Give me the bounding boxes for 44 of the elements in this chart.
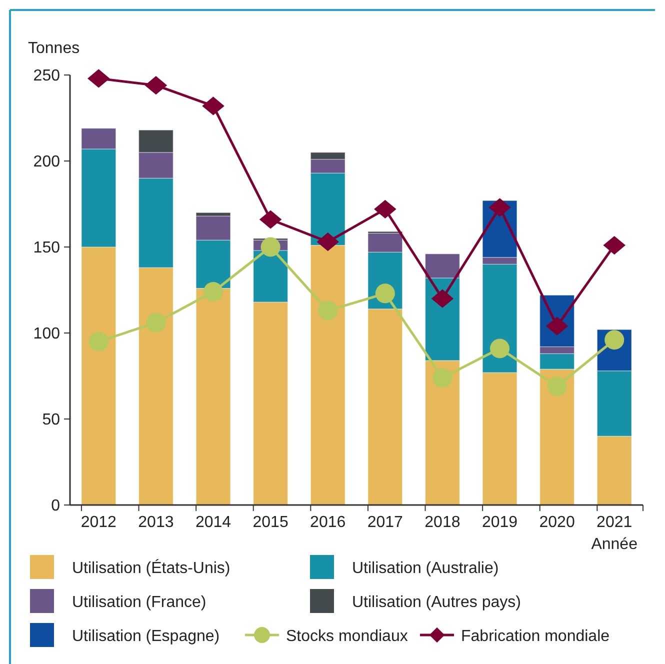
y-tick-label: 50 (42, 412, 60, 429)
y-tick-label: 100 (33, 326, 60, 343)
y-axis-title: Tonnes (28, 40, 80, 57)
point (374, 200, 396, 218)
point (603, 236, 626, 255)
point (375, 284, 395, 304)
point (432, 368, 452, 388)
x-tick-label: 2017 (367, 514, 404, 531)
legend-label: Utilisation (États-Unis) (72, 559, 230, 577)
legend-label: Utilisation (Espagne) (72, 628, 220, 645)
x-tick-label: 2018 (424, 514, 460, 531)
y-tick-label: 0 (51, 498, 60, 515)
legend-label: Utilisation (Australie) (352, 560, 499, 577)
x-tick-label: 2015 (252, 514, 288, 531)
point (260, 237, 280, 257)
y-tick-label: 200 (33, 154, 60, 171)
point (431, 289, 454, 308)
legend-label: Utilisation (France) (72, 594, 206, 611)
point (202, 96, 224, 116)
point (146, 312, 166, 332)
x-tick-label: 2016 (310, 514, 346, 531)
point (547, 376, 567, 396)
point (203, 282, 224, 302)
point (488, 198, 511, 217)
point (88, 69, 110, 88)
y-tick-label: 250 (33, 68, 60, 85)
y-tick-label: 150 (33, 240, 60, 257)
point (318, 300, 338, 320)
legend-label: Stocks mondiaux (286, 628, 408, 645)
legend-label: Fabrication mondiale (461, 628, 610, 645)
point (259, 210, 282, 229)
point (490, 338, 510, 358)
legend-label: Utilisation (Autres pays) (352, 594, 521, 611)
x-tick-label: 2014 (195, 514, 232, 531)
point (604, 330, 624, 350)
x-axis-title: Année (591, 536, 638, 553)
point (316, 232, 339, 252)
x-tick-label: 2013 (138, 514, 174, 531)
point (88, 332, 108, 352)
point (144, 76, 168, 95)
x-tick-label: 2020 (539, 514, 575, 531)
x-tick-label: 2012 (80, 514, 117, 531)
x-tick-label: 2019 (482, 514, 518, 531)
x-tick-label: 2021 (596, 514, 632, 531)
